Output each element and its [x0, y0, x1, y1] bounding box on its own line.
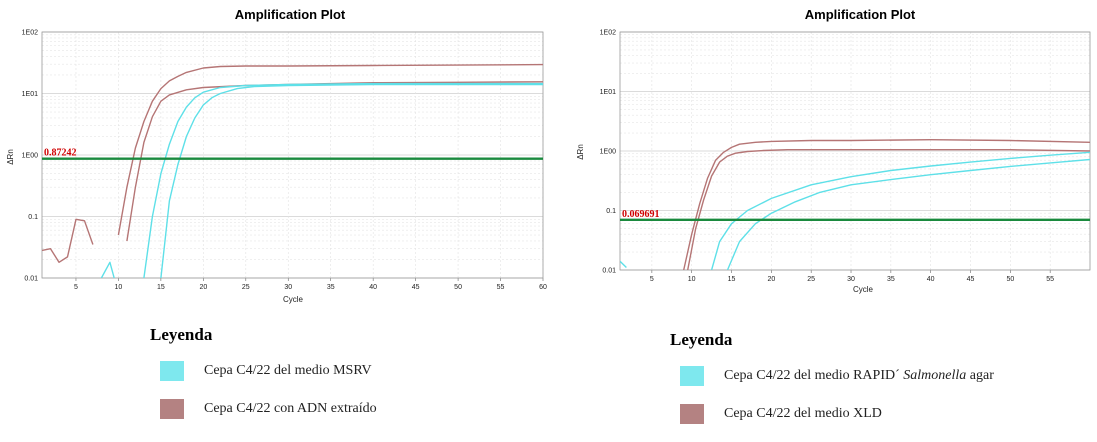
series-line-1: [42, 218, 94, 263]
legend-swatch-brown: [160, 399, 184, 419]
legend-item-adn: Cepa C4/22 con ADN extraído: [160, 399, 377, 419]
threshold-label: 0.069691: [622, 209, 660, 220]
chart-title: Amplification Plot: [805, 7, 916, 22]
plot-area: [42, 31, 544, 279]
series-line-3: [126, 81, 543, 242]
y-tick-label: 1E02: [22, 30, 38, 37]
amplification-chart-left: Amplification Plot Cycle ΔRn 1E02 1E01 1E0…: [0, 0, 550, 305]
y-axis-label: ΔRn: [6, 149, 15, 165]
series-line-3: [687, 148, 1090, 270]
legend-item-label: Cepa C4/22 con ADN extraído: [204, 401, 377, 416]
legend-label-italic: Salmonella: [903, 368, 967, 383]
x-tick-label: 50: [1006, 276, 1014, 283]
x-tick-label: 40: [927, 276, 935, 283]
x-axis-label: Cycle: [853, 285, 874, 294]
x-tick-label: 20: [199, 284, 207, 291]
x-tick-label: 30: [847, 276, 855, 283]
y-tick-label: 0.1: [606, 208, 616, 215]
x-tick-label: 45: [967, 276, 975, 283]
x-tick-label: 10: [115, 284, 123, 291]
legend-left: Leyenda Cepa C4/22 del medio MSRV Cepa C…: [150, 325, 377, 437]
x-tick-label: 20: [767, 276, 775, 283]
series-line-1: [620, 260, 627, 269]
legend-item-xld: Cepa C4/22 del medio XLD: [680, 404, 994, 424]
series-line-5: [726, 158, 1090, 270]
series-group: [620, 138, 1090, 270]
chart-title: Amplification Plot: [235, 7, 346, 22]
legend-swatch-cyan: [680, 366, 704, 386]
legend-label-suffix: agar: [966, 368, 994, 383]
series-line-4: [710, 151, 1090, 270]
x-tick-label: 25: [242, 284, 250, 291]
x-tick-label: 30: [284, 284, 292, 291]
y-tick-label: 0.01: [24, 276, 38, 283]
amplification-chart-right: Amplification Plot Cycle ΔRn 1E02 1E01 1E0…: [570, 0, 1097, 305]
threshold-label: 0.87242: [44, 148, 77, 159]
x-tick-label: 35: [327, 284, 335, 291]
x-tick-label: 5: [650, 276, 654, 283]
chart-svg-right: Amplification Plot Cycle ΔRn 1E02 1E01 1E0…: [576, 7, 1091, 294]
x-tick-label: 5: [74, 284, 78, 291]
x-tick-label: 55: [497, 284, 505, 291]
legend-swatch-cyan: [160, 361, 184, 381]
x-tick-label: 15: [728, 276, 736, 283]
y-tick-label: 1E01: [600, 89, 616, 96]
x-tick-label: 35: [887, 276, 895, 283]
plot-area: [620, 31, 1090, 271]
series-line-4: [100, 261, 115, 278]
x-tick-label: 40: [369, 284, 377, 291]
series-line-6: [160, 83, 543, 278]
legend-item-msrv: Cepa C4/22 del medio MSRV: [160, 361, 377, 381]
plot-frame: [41, 31, 544, 279]
y-tick-label: 1E00: [22, 153, 38, 160]
legend-item-label: Cepa C4/22 del medio XLD: [724, 406, 882, 421]
series-line-2: [117, 63, 543, 236]
y-tick-label: 1E00: [600, 149, 616, 156]
x-tick-label: 10: [688, 276, 696, 283]
x-axis-label: Cycle: [283, 295, 304, 304]
x-tick-label: 50: [454, 284, 462, 291]
series-line-2: [683, 138, 1090, 270]
y-axis-label: ΔRn: [576, 144, 585, 160]
y-tick-label: 0.1: [28, 214, 38, 221]
y-tick-label: 0.01: [602, 268, 616, 275]
chart-svg-left: Amplification Plot Cycle ΔRn 1E02 1E01 1E0…: [6, 7, 547, 304]
legend-title: Leyenda: [670, 330, 733, 349]
legend-label-prefix: Cepa C4/22 del medio RAPID´: [724, 368, 904, 383]
legend-item-rapid: Cepa C4/22 del medio RAPID´ Salmonella a…: [680, 366, 994, 386]
legend-item-label: Cepa C4/22 del medio MSRV: [204, 363, 372, 378]
y-tick-label: 1E01: [22, 91, 38, 98]
x-tick-label: 15: [157, 284, 165, 291]
x-tick-label: 55: [1046, 276, 1054, 283]
series-line-5: [143, 82, 543, 278]
legend-swatch-brown: [680, 404, 704, 424]
legend-item-label: Cepa C4/22 del medio RAPID´ Salmonella a…: [724, 368, 994, 384]
x-tick-label: 25: [807, 276, 815, 283]
y-tick-label: 1E02: [600, 30, 616, 37]
legend-title: Leyenda: [150, 325, 213, 344]
legend-right: Leyenda Cepa C4/22 del medio RAPID´ Salm…: [670, 330, 994, 442]
x-tick-label: 60: [539, 284, 547, 291]
x-tick-label: 45: [412, 284, 420, 291]
